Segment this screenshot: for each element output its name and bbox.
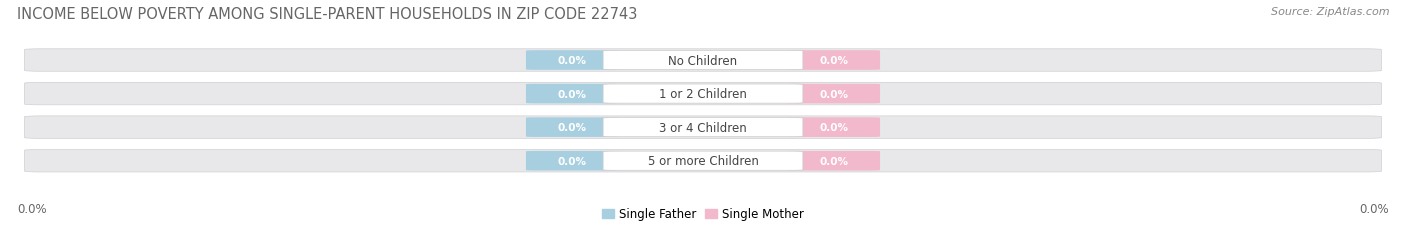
Text: No Children: No Children [668,54,738,67]
FancyBboxPatch shape [24,50,1382,72]
FancyBboxPatch shape [526,118,619,137]
Text: 3 or 4 Children: 3 or 4 Children [659,121,747,134]
Text: 0.0%: 0.0% [1360,202,1389,215]
FancyBboxPatch shape [526,51,619,70]
Text: Source: ZipAtlas.com: Source: ZipAtlas.com [1271,7,1389,17]
Text: 0.0%: 0.0% [17,202,46,215]
FancyBboxPatch shape [603,85,803,104]
Text: 1 or 2 Children: 1 or 2 Children [659,88,747,101]
Text: 5 or more Children: 5 or more Children [648,155,758,167]
Text: 0.0%: 0.0% [820,56,848,66]
Text: 0.0%: 0.0% [558,89,586,99]
Text: 0.0%: 0.0% [820,123,848,133]
FancyBboxPatch shape [24,150,1382,172]
FancyBboxPatch shape [526,84,619,104]
FancyBboxPatch shape [603,152,803,170]
FancyBboxPatch shape [787,51,880,70]
FancyBboxPatch shape [787,84,880,104]
Text: 0.0%: 0.0% [558,56,586,66]
FancyBboxPatch shape [24,116,1382,139]
Text: 0.0%: 0.0% [558,123,586,133]
FancyBboxPatch shape [24,83,1382,105]
Text: 0.0%: 0.0% [820,89,848,99]
FancyBboxPatch shape [603,51,803,70]
Text: INCOME BELOW POVERTY AMONG SINGLE-PARENT HOUSEHOLDS IN ZIP CODE 22743: INCOME BELOW POVERTY AMONG SINGLE-PARENT… [17,7,637,22]
Text: 0.0%: 0.0% [558,156,586,166]
Text: 0.0%: 0.0% [820,156,848,166]
FancyBboxPatch shape [526,151,619,171]
Legend: Single Father, Single Mother: Single Father, Single Mother [598,203,808,225]
FancyBboxPatch shape [787,151,880,171]
FancyBboxPatch shape [787,118,880,137]
FancyBboxPatch shape [603,118,803,137]
